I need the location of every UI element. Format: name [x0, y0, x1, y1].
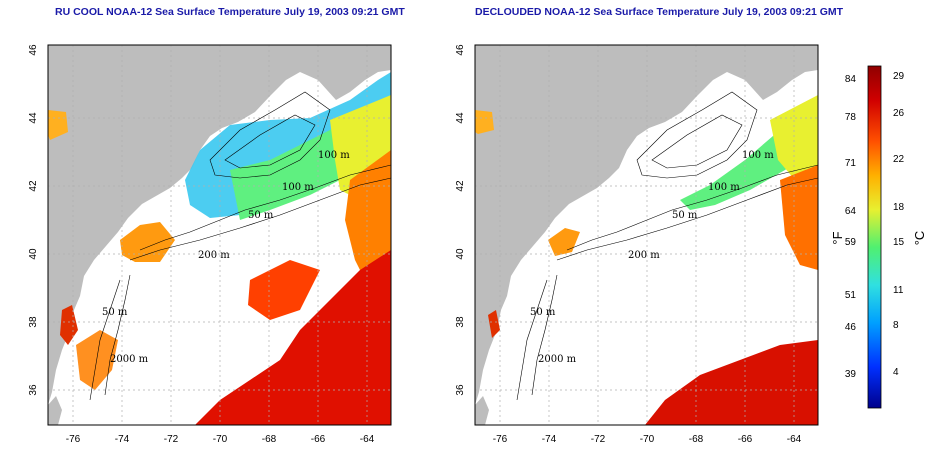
left-lon-tick: -66 [311, 434, 326, 445]
left-lat-tick: 46 [28, 44, 39, 56]
fahrenheit-tick: 59 [845, 237, 857, 248]
left-contour-label-200m: 200 m [198, 250, 230, 261]
right-bathymetry [516, 91, 819, 401]
left-sst-red-gulfstream [195, 250, 391, 425]
left-lat-ticks: 46 44 42 40 38 36 [28, 44, 39, 396]
celsius-tick: 29 [893, 71, 905, 82]
right-map-frame [474, 44, 819, 426]
left-sst-orange-west [120, 222, 175, 262]
colorbar-fahrenheit-ticks: 84 78 71 64 59 51 46 39 [845, 74, 857, 380]
right-map: 100 m 100 m 50 m 200 m 50 m 2000 m -76 -… [455, 44, 819, 445]
left-lat-tick: 36 [28, 384, 39, 396]
left-lon-ticks: -76 -74 -72 -70 -68 -66 -64 [66, 434, 375, 445]
left-grid [48, 45, 391, 425]
celsius-tick: 26 [893, 108, 905, 119]
right-lon-tick: -72 [591, 434, 606, 445]
celsius-tick: 22 [893, 154, 905, 165]
colorbar-fahrenheit-unit: °F [830, 231, 845, 244]
fahrenheit-tick: 78 [845, 112, 857, 123]
right-sst-orange-east [780, 165, 818, 270]
fahrenheit-tick: 71 [845, 158, 857, 169]
right-grid [475, 45, 818, 425]
right-contour-label-200m: 200 m [628, 250, 660, 261]
left-land [48, 45, 391, 405]
right-lat-tick: 38 [455, 316, 466, 328]
right-sst-red-coast [488, 310, 500, 338]
left-panel-title: RU COOL NOAA-12 Sea Surface Temperature … [55, 6, 405, 18]
colorbar-celsius-unit: °C [912, 231, 927, 246]
right-contour-label-2000m: 2000 m [538, 354, 577, 365]
right-land-south [475, 396, 489, 425]
right-lon-tick: -66 [738, 434, 753, 445]
left-map-frame [47, 44, 392, 426]
left-lon-tick: -76 [66, 434, 81, 445]
right-lat-tick: 42 [455, 180, 466, 192]
right-contour-label-100m-mid: 100 m [708, 182, 740, 193]
right-lat-tick: 46 [455, 44, 466, 56]
colorbar-gradient [867, 65, 882, 409]
left-lon-tick: -70 [213, 434, 228, 445]
right-lon-tick: -70 [640, 434, 655, 445]
right-sst-red-gulfstream [645, 340, 818, 425]
left-sst-red-patch [248, 260, 320, 320]
left-contour-label-50m-bank: 50 m [248, 210, 274, 221]
left-sst-orange-scotian [48, 110, 68, 140]
left-lat-tick: 40 [28, 248, 39, 260]
fahrenheit-tick: 84 [845, 74, 857, 85]
left-lon-tick: -68 [262, 434, 277, 445]
right-lat-tick: 40 [455, 248, 466, 260]
left-sst-orange-coast [76, 330, 118, 390]
right-sst-yellow [770, 95, 818, 180]
celsius-tick: 4 [893, 367, 899, 378]
fahrenheit-tick: 64 [845, 206, 857, 217]
left-contour-label-50m-coast: 50 m [102, 307, 128, 318]
right-lon-tick: -76 [493, 434, 508, 445]
celsius-tick: 8 [893, 320, 899, 331]
celsius-tick: 18 [893, 202, 905, 213]
left-land-south [48, 396, 62, 425]
right-sst-orange-scotian [475, 110, 494, 134]
left-lat-tick: 42 [28, 180, 39, 192]
right-lon-tick: -68 [689, 434, 704, 445]
left-lon-tick: -64 [360, 434, 375, 445]
right-lat-tick: 44 [455, 112, 466, 124]
left-lat-tick: 44 [28, 112, 39, 124]
left-lon-tick: -74 [115, 434, 130, 445]
fahrenheit-tick: 51 [845, 290, 857, 301]
right-lon-ticks: -76 -74 -72 -70 -68 -66 -64 [493, 434, 802, 445]
left-lat-tick: 38 [28, 316, 39, 328]
fahrenheit-tick: 46 [845, 322, 857, 333]
left-sst-red-coast [60, 305, 78, 345]
right-contour-label-50m-bank: 50 m [672, 210, 698, 221]
right-contour-label-100m-north: 100 m [742, 150, 774, 161]
right-panel-title: DECLOUDED NOAA-12 Sea Surface Temperatur… [475, 6, 844, 18]
right-lon-tick: -74 [542, 434, 557, 445]
left-bathymetry [89, 91, 392, 401]
celsius-tick: 11 [893, 285, 904, 296]
right-lat-ticks: 46 44 42 40 38 36 [455, 44, 466, 396]
right-contour-label-50m-coast: 50 m [530, 307, 556, 318]
colorbar-celsius-ticks: 29 26 22 18 15 11 8 4 [893, 71, 905, 378]
colorbar: 84 78 71 64 59 51 46 39 29 26 22 18 15 1… [830, 65, 927, 409]
left-lon-tick: -72 [164, 434, 179, 445]
right-sst-orange-west [548, 228, 580, 256]
left-map: 100 m 100 m 50 m 200 m 50 m 2000 m -76 -… [28, 44, 392, 445]
left-contour-label-2000m: 2000 m [110, 354, 149, 365]
right-lon-tick: -64 [787, 434, 802, 445]
fahrenheit-tick: 39 [845, 369, 857, 380]
right-land [475, 45, 818, 405]
right-lat-tick: 36 [455, 384, 466, 396]
left-contour-label-100m-mid: 100 m [282, 182, 314, 193]
celsius-tick: 15 [893, 237, 905, 248]
left-contour-label-100m-north: 100 m [318, 150, 350, 161]
